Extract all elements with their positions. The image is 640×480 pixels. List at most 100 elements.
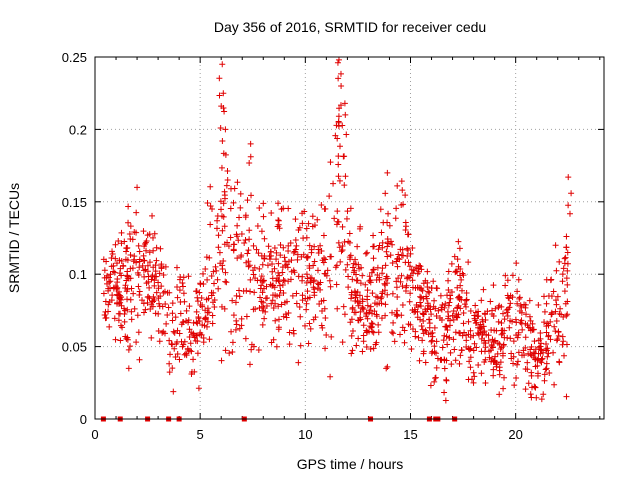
- data-point: [277, 242, 284, 249]
- data-point: [529, 320, 536, 327]
- data-point: [473, 319, 480, 326]
- data-point: [362, 250, 369, 257]
- plot-frame: [94, 56, 605, 420]
- data-point: [140, 309, 147, 316]
- data-point: [526, 313, 533, 320]
- data-point: [402, 259, 409, 266]
- data-point: [200, 334, 207, 341]
- data-point: [518, 309, 525, 316]
- data-point: [115, 317, 122, 324]
- data-point: [564, 260, 571, 267]
- data-point: [207, 202, 214, 209]
- data-point: [463, 296, 470, 303]
- data-point: [275, 324, 282, 331]
- data-point: [273, 249, 280, 256]
- data-point: [271, 265, 278, 272]
- data-point: [311, 258, 318, 265]
- data-point: [108, 255, 115, 262]
- data-point: [165, 304, 172, 311]
- data-point: [383, 248, 390, 255]
- data-point: [285, 248, 292, 255]
- data-point: [434, 355, 441, 362]
- data-point: [153, 257, 160, 264]
- data-point: [428, 311, 435, 318]
- data-point: [440, 337, 447, 344]
- data-point: [366, 328, 373, 335]
- data-point: [384, 291, 391, 298]
- data-point: [251, 289, 258, 296]
- data-point: [317, 279, 324, 286]
- data-point: [347, 205, 354, 212]
- data-point: [382, 262, 389, 269]
- data-point: [118, 257, 125, 264]
- data-point: [251, 264, 258, 271]
- data-point: [246, 361, 253, 368]
- data-point: [538, 396, 545, 403]
- data-point: [304, 275, 311, 282]
- data-point: [456, 245, 463, 252]
- data-point: [540, 349, 547, 356]
- data-point: [394, 312, 401, 319]
- data-point: [552, 297, 559, 304]
- data-point: [353, 292, 360, 299]
- data-point: [504, 334, 511, 341]
- data-point: [143, 280, 150, 287]
- data-point: [470, 332, 477, 339]
- data-point: [563, 341, 570, 348]
- data-point: [302, 295, 309, 302]
- data-point: [452, 269, 459, 276]
- data-point: [102, 308, 109, 315]
- data-point: [414, 314, 421, 321]
- x-tick-label: 20: [508, 427, 522, 442]
- data-point: [196, 331, 203, 338]
- data-point: [447, 292, 454, 299]
- data-point: [204, 199, 211, 206]
- data-point: [356, 225, 363, 232]
- data-point: [128, 316, 135, 323]
- data-point: [404, 231, 411, 238]
- data-point: [486, 354, 493, 361]
- data-point: [160, 272, 167, 279]
- data-point: [423, 308, 430, 315]
- data-point: [275, 200, 282, 207]
- data-point: [117, 322, 124, 329]
- data-point: [515, 276, 522, 283]
- data-point: [404, 245, 411, 252]
- data-point: [215, 244, 222, 251]
- data-point: [146, 284, 153, 291]
- data-point: [455, 302, 462, 309]
- data-point: [280, 277, 287, 284]
- data-point: [357, 280, 364, 287]
- data-point: [318, 322, 325, 329]
- data-point: [364, 249, 371, 256]
- data-point: [290, 267, 297, 274]
- data-point: [156, 300, 163, 307]
- data-point: [248, 341, 255, 348]
- data-point: [297, 342, 304, 349]
- data-point: [169, 317, 176, 324]
- data-point: [336, 143, 343, 150]
- data-point: [445, 268, 452, 275]
- data-point: [537, 329, 544, 336]
- data-point: [482, 379, 489, 386]
- data-point: [541, 319, 548, 326]
- data-point: [565, 202, 572, 209]
- data-point: [532, 346, 539, 353]
- data-point: [234, 179, 241, 186]
- data-point: [431, 378, 438, 385]
- data-point: [564, 298, 571, 305]
- data-point: [193, 319, 200, 326]
- data-point: [125, 365, 132, 372]
- data-point: [229, 297, 236, 304]
- data-point: [111, 269, 118, 276]
- data-point: [353, 342, 360, 349]
- data-point: [465, 345, 472, 352]
- data-point: [392, 215, 399, 222]
- data-point: [225, 243, 232, 250]
- data-point: [213, 267, 220, 274]
- data-point: [170, 328, 177, 335]
- data-point: [382, 301, 389, 308]
- data-point: [357, 308, 364, 315]
- data-point: [506, 324, 513, 331]
- data-point: [374, 301, 381, 308]
